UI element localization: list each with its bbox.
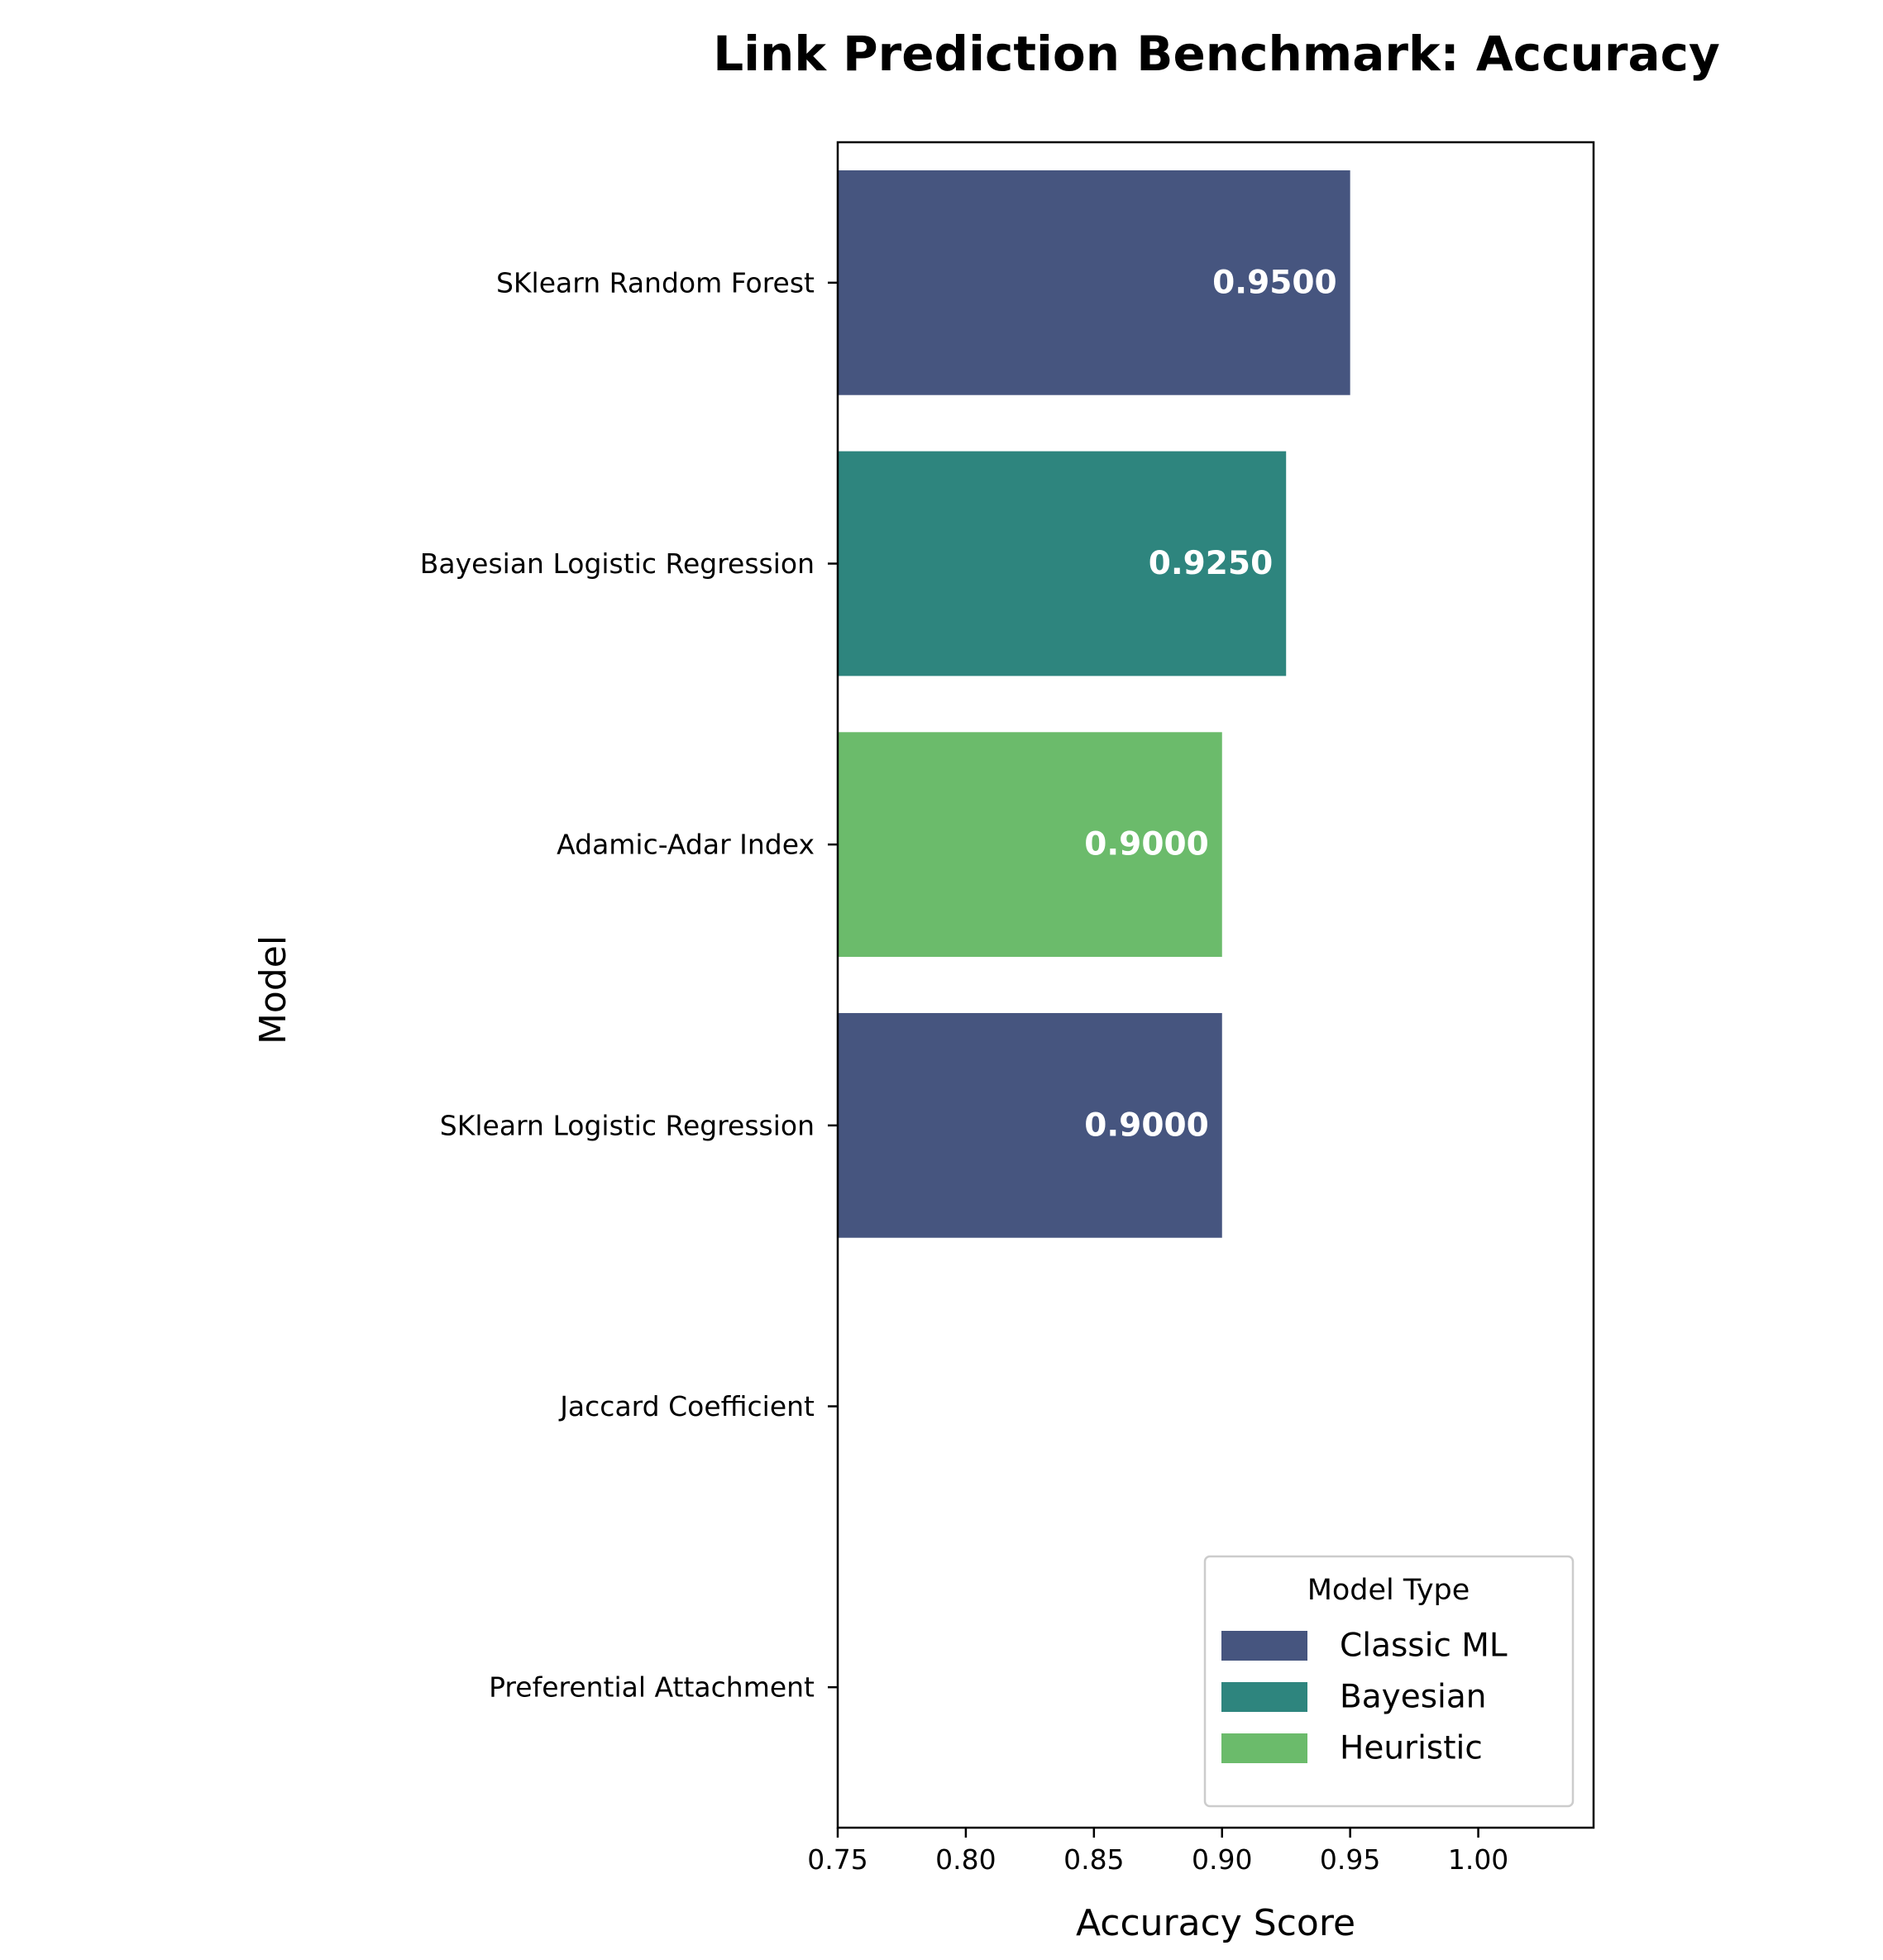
category-label: SKlearn Random Forest [496, 266, 815, 299]
x-tick-label: 0.85 [1063, 1843, 1124, 1876]
bar [838, 170, 1350, 395]
x-axis-label: Accuracy Score [1076, 1902, 1355, 1944]
bar [838, 732, 1222, 958]
x-tick-label: 0.80 [935, 1843, 996, 1876]
legend-label: Classic ML [1340, 1628, 1508, 1665]
plot-frame [836, 141, 1595, 1829]
value-label: 0.9500 [1212, 264, 1337, 301]
legend-swatch [1221, 1631, 1307, 1661]
bar [838, 1012, 1222, 1238]
category-label: Adamic-Adar Index [557, 829, 815, 861]
category-label: SKlearn Logistic Regression [440, 1109, 815, 1141]
x-tick-label: 0.75 [807, 1843, 867, 1876]
value-label: 0.9000 [1084, 826, 1209, 863]
legend-items: Classic ML Bayesian Heuristic [1221, 1628, 1508, 1767]
x-axis: 0.75 0.80 0.85 0.90 0.95 1.00 [807, 1828, 1508, 1876]
x-tick-label: 0.90 [1192, 1843, 1252, 1876]
legend-swatch [1221, 1733, 1307, 1763]
bars [838, 170, 1350, 1238]
category-label: Jaccard Coefficient [558, 1390, 815, 1422]
y-axis-label: Model [252, 935, 294, 1045]
legend-title: Model Type [1307, 1574, 1470, 1607]
legend-label: Bayesian [1340, 1679, 1487, 1716]
value-label: 0.9000 [1084, 1107, 1209, 1144]
value-label: 0.9250 [1149, 545, 1274, 582]
category-label: Bayesian Logistic Regression [420, 547, 815, 580]
category-label: Preferential Attachment [489, 1671, 815, 1704]
value-labels: 0.9500 0.9250 0.9000 0.9000 [1084, 264, 1336, 1144]
bar [838, 451, 1287, 676]
legend-swatch [1221, 1682, 1307, 1712]
y-axis: SKlearn Random Forest Bayesian Logistic R… [420, 266, 838, 1704]
x-tick-label: 1.00 [1448, 1843, 1508, 1876]
chart-title: Link Prediction Benchmark: Accuracy [713, 26, 1720, 82]
x-tick-label: 0.95 [1320, 1843, 1380, 1876]
legend: Model Type Classic ML Bayesian Heuristic [1203, 1555, 1575, 1808]
legend-label: Heuristic [1340, 1730, 1483, 1767]
